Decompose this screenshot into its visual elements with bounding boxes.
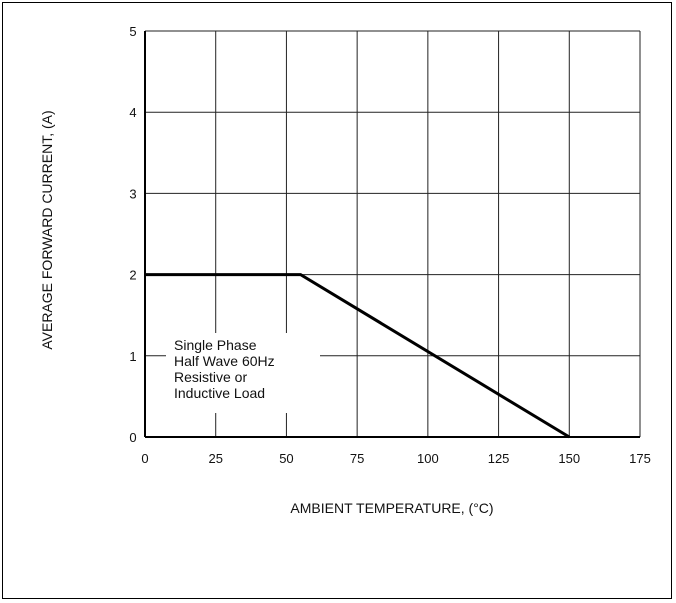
x-tick-label-1: 25 [208,451,222,466]
y-axis-label: AVERAGE FORWARD CURRENT, (A) [39,110,55,349]
y-tick-labels: 0 1 2 3 4 5 [129,24,136,445]
x-axis-label: AMBIENT TEMPERATURE, (°C) [290,500,493,516]
series-group [144,273,571,439]
x-tick-label-3: 75 [350,451,364,466]
x-tick-label-5: 125 [488,451,510,466]
annotation-line-2: Half Wave 60Hz [174,353,275,369]
axes [144,31,640,438]
y-tick-label-4: 4 [129,105,136,120]
x-tick-label-7: 175 [629,451,651,466]
x-tick-labels: 0 25 50 75 100 125 150 175 [141,451,650,466]
annotation-line-3: Resistive or [174,369,247,385]
x-tick-label-4: 100 [417,451,439,466]
annotation-line-4: Inductive Load [174,385,265,401]
x-tick-label-6: 150 [558,451,580,466]
y-tick-label-0: 0 [129,430,136,445]
annotation-line-1: Single Phase [174,337,257,353]
y-tick-label-1: 1 [129,349,136,364]
y-tick-label-3: 3 [129,186,136,201]
y-tick-label-5: 5 [129,24,136,39]
annotation-background [166,333,320,413]
y-tick-label-2: 2 [129,268,136,283]
annotation-box: Single Phase Half Wave 60Hz Resistive or… [166,333,320,413]
x-tick-label-0: 0 [141,451,148,466]
x-tick-label-2: 50 [279,451,293,466]
